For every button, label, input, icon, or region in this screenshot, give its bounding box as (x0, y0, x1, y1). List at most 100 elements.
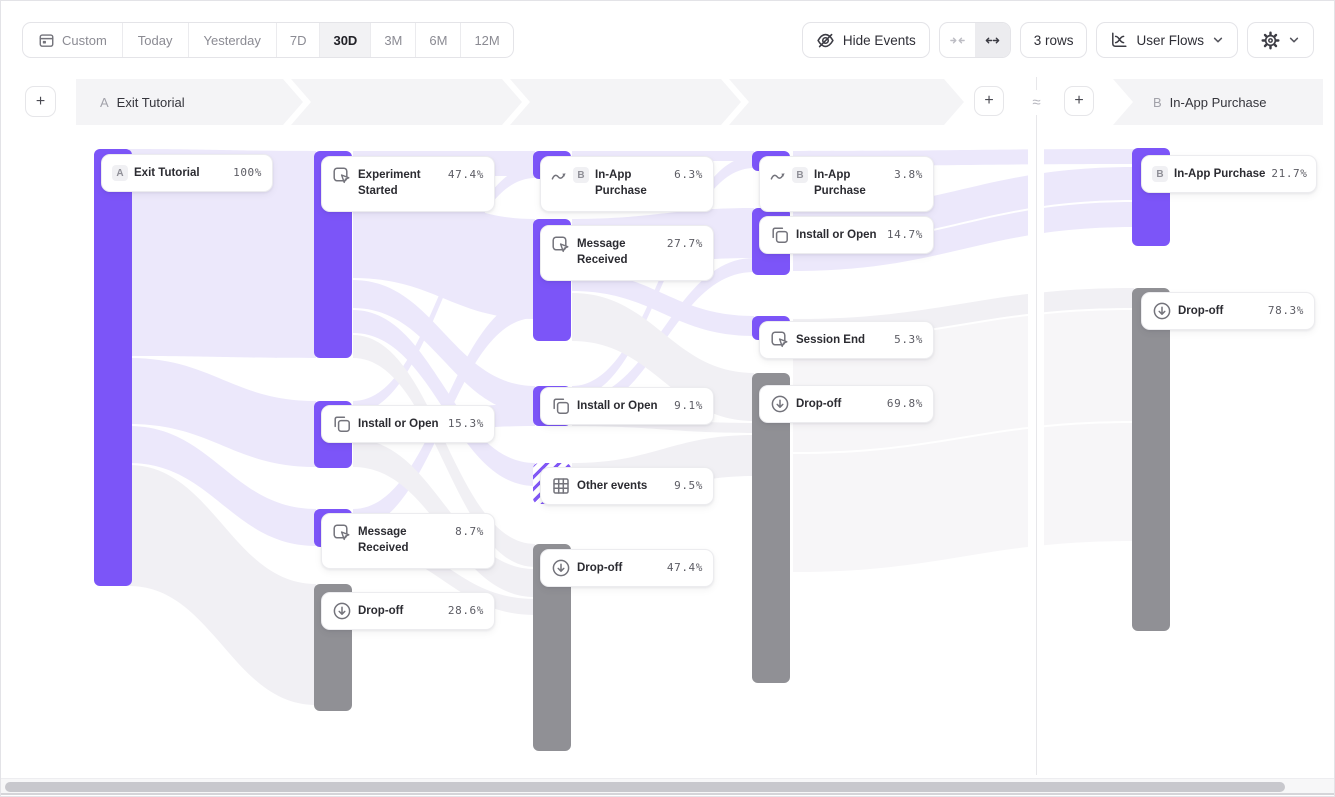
node-pct: 28.6% (447, 604, 484, 617)
gear-icon (1261, 31, 1280, 50)
date-range-6m[interactable]: 6M (416, 23, 462, 57)
node-label: Drop-off (1178, 305, 1224, 317)
step-b-name: In-App Purchase (1169, 94, 1267, 110)
flow-node-card[interactable]: Message Received 27.7% (540, 225, 714, 281)
collapse-arrows-icon[interactable] (940, 23, 975, 57)
node-label: In-App Purchase (814, 169, 866, 197)
flow-node-card[interactable]: Session End 5.3% (759, 321, 934, 359)
drop-off-icon (332, 601, 352, 621)
node-pct: 14.7% (886, 228, 923, 241)
horizontal-scrollbar-track[interactable] (1, 778, 1334, 795)
step-a-badge: A (100, 94, 109, 110)
jump-arrow-icon (770, 166, 786, 184)
drop-off-icon (1152, 301, 1172, 321)
date-range-7d[interactable]: 7D (277, 23, 321, 57)
flow-node-card[interactable]: Install or Open 15.3% (321, 405, 495, 443)
copy-icon (551, 396, 571, 416)
node-label: Drop-off (358, 605, 404, 617)
node-label: Other events (577, 480, 648, 492)
step-badge: B (792, 167, 808, 183)
node-pct: 47.4% (447, 168, 484, 181)
node-label: Drop-off (796, 398, 842, 410)
expand-arrows-icon[interactable] (974, 23, 1010, 57)
flow-node-card[interactable]: Message Received 8.7% (321, 513, 495, 569)
drop-off-icon (551, 558, 571, 578)
date-range-custom[interactable]: Custom (23, 23, 123, 57)
approx-separator: ≈ (1024, 90, 1049, 115)
jump-arrow-icon (551, 166, 567, 184)
flow-node-card[interactable]: B In-App Purchase 6.3% (540, 156, 714, 212)
node-bar-drop-off[interactable] (752, 373, 790, 683)
node-label: Experiment Started (358, 169, 421, 197)
step-a-name: Exit Tutorial (116, 94, 185, 110)
node-label: Message Received (358, 526, 409, 554)
chevron-down-icon (1212, 34, 1224, 46)
copy-icon (770, 225, 790, 245)
node-bar-exit-tutorial[interactable] (94, 149, 132, 586)
node-label: Install or Open (577, 400, 658, 412)
flow-node-card[interactable]: Install or Open 9.1% (540, 387, 714, 425)
step-badge: A (112, 165, 128, 181)
horizontal-scrollbar-thumb[interactable] (5, 782, 1285, 792)
flow-node-card[interactable]: B In-App Purchase 3.8% (759, 156, 934, 212)
node-bar-drop-off[interactable] (1132, 288, 1170, 631)
date-range-12m[interactable]: 12M (474, 32, 500, 48)
node-pct: 5.3% (894, 333, 923, 346)
step-b-header[interactable]: B In-App Purchase (1153, 91, 1267, 113)
node-label: In-App Purchase (595, 169, 647, 197)
flow-node-card[interactable]: Drop-off 78.3% (1141, 292, 1315, 330)
node-label: Message Received (577, 238, 628, 266)
node-pct: 47.4% (666, 561, 703, 574)
node-pct: 69.8% (886, 397, 923, 410)
add-step-before-divider-button[interactable]: + (974, 86, 1004, 116)
node-pct: 27.7% (666, 237, 703, 250)
node-label: Exit Tutorial (134, 167, 200, 179)
node-label: Session End (796, 334, 866, 346)
toolbar-right-group: Hide Events 3 rows User Flows (801, 22, 1314, 58)
spacing-toggle (938, 22, 1011, 58)
calendar-icon (38, 32, 55, 49)
node-label: Install or Open (796, 229, 877, 241)
add-step-after-divider-button[interactable]: + (1064, 86, 1094, 116)
rows-button[interactable]: 3 rows (1019, 22, 1088, 58)
grid-icon (551, 476, 571, 496)
node-label: Drop-off (577, 562, 623, 574)
node-pct: 100% (233, 166, 262, 179)
eye-off-icon (816, 31, 835, 50)
date-range-selector: Custom Today Yesterday 7D 30D 3M 6M 12M (22, 22, 514, 58)
node-pct: 8.7% (455, 525, 484, 538)
flow-node-card[interactable]: B In-App Purchase 21.7% (1141, 155, 1317, 193)
node-pct: 15.3% (447, 417, 484, 430)
chevron-down-icon (1288, 34, 1300, 46)
hide-events-button[interactable]: Hide Events (801, 22, 930, 58)
node-pct: 3.8% (894, 168, 923, 181)
view-selector-dropdown[interactable]: User Flows (1096, 22, 1238, 58)
drop-off-icon (770, 394, 790, 414)
flow-node-card[interactable]: Install or Open 14.7% (759, 216, 934, 254)
node-pct: 78.3% (1267, 304, 1304, 317)
flow-node-card[interactable]: A Exit Tutorial 100% (101, 154, 273, 192)
add-step-left-button[interactable]: + (25, 86, 56, 117)
date-range-today[interactable]: Today (123, 23, 189, 57)
flow-node-card[interactable]: Drop-off 28.6% (321, 592, 495, 630)
step-badge: B (1152, 166, 1168, 182)
flow-node-card[interactable]: Drop-off 47.4% (540, 549, 714, 587)
step-a-header[interactable]: A Exit Tutorial (100, 91, 185, 113)
flow-node-card[interactable]: Other events 9.5% (540, 467, 714, 505)
copy-icon (332, 414, 352, 434)
toolbar: Custom Today Yesterday 7D 30D 3M 6M 12M … (22, 22, 1314, 58)
node-label: Install or Open (358, 418, 439, 430)
pointer-square-icon (332, 523, 352, 543)
user-flows-icon (1110, 31, 1128, 49)
flow-node-card[interactable]: Experiment Started 47.4% (321, 156, 495, 212)
date-range-3m[interactable]: 3M (371, 23, 417, 57)
step-b-badge: B (1153, 94, 1162, 110)
pointer-square-icon (332, 166, 352, 186)
date-range-30d[interactable]: 30D (320, 23, 372, 57)
flow-node-card[interactable]: Drop-off 69.8% (759, 385, 934, 423)
node-pct: 21.7% (1271, 167, 1308, 180)
node-pct: 6.3% (674, 168, 703, 181)
settings-dropdown[interactable] (1247, 22, 1314, 58)
date-range-yesterday[interactable]: Yesterday (189, 23, 277, 57)
